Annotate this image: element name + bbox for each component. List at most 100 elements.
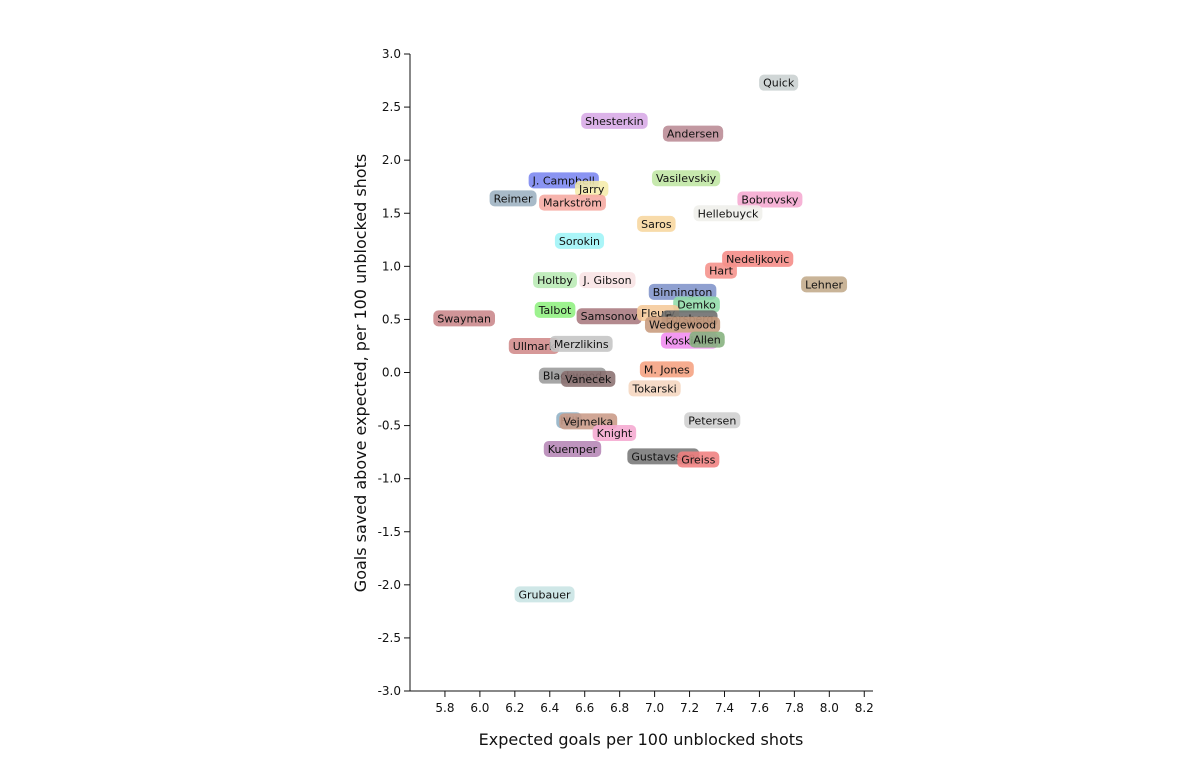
data-point-label: M. Jones [644,363,690,376]
data-point-marker [533,272,577,289]
y-tick-label: -0.5 [378,419,401,433]
data-point-marker [581,112,648,129]
data-point: Holtby [533,272,577,289]
data-point: Lehner [801,276,848,293]
data-point-label: Lehner [805,278,843,291]
data-point: Vasilevskiy [651,170,721,187]
data-point-marker [543,440,602,457]
data-point: Andersen [662,125,724,142]
data-point-label: Petersen [688,414,736,427]
data-point: Vanecek [561,370,616,387]
data-point: Reimer [489,190,537,207]
x-tick-label: 7.8 [785,701,804,715]
data-point: Merzlikins [549,335,613,352]
data-point: Jarry [575,180,609,197]
data-point-label: Samsonov [581,310,639,323]
data-point: M. Jones [639,361,694,378]
y-tick-label: 3.0 [382,47,401,61]
data-point: Binnington [648,283,717,300]
y-tick-label: 0.0 [382,366,401,380]
y-tick-label: 2.5 [382,100,401,114]
data-point-marker [554,232,605,249]
y-tick-label: -2.0 [378,578,401,592]
data-point-label: Wedgewood [649,319,716,332]
data-point-label: Knight [597,427,633,440]
data-point: Grubauer [514,586,575,603]
data-point-marker [639,361,694,378]
data-point: Hart [705,262,737,279]
data-point-label: Shesterkin [585,115,643,128]
data-point-marker [489,190,537,207]
data-point-label: Binnington [653,286,713,299]
x-tick-label: 7.4 [715,701,734,715]
data-point-marker [693,205,763,222]
data-point-label: Ullmark [513,340,556,353]
data-point-marker [549,335,613,352]
data-point: Talbot [534,301,576,318]
data-point-label: Merzlikins [554,338,609,351]
data-point-label: Andersen [667,128,719,141]
data-point-marker [705,262,737,279]
data-point-marker [575,180,609,197]
data-point: Saros [637,215,676,232]
x-tick-label: 6.0 [470,701,489,715]
x-axis-title: Expected goals per 100 unblocked shots [479,730,804,749]
y-tick-label: -1.0 [378,472,401,486]
data-point-marker [689,331,725,348]
data-point-label: Quick [763,77,795,90]
data-point-label: Reimer [494,192,533,205]
data-point-marker [534,301,576,318]
data-point: Bobrovsky [737,191,803,208]
x-tick-label: 7.0 [645,701,664,715]
data-point: Demko [673,296,720,313]
data-point: Knight [592,425,637,442]
data-point-label: Hart [709,265,734,278]
data-point-marker [662,125,724,142]
data-point-label: Saros [641,218,672,231]
data-point-label: Demko [677,299,716,312]
data-point-marker [637,215,676,232]
y-tick-label: -3.0 [378,684,401,698]
data-point-label: Talbot [538,304,572,317]
data-point-marker [561,370,616,387]
data-point: Hellebuyck [693,205,763,222]
x-tick-label: 6.4 [540,701,559,715]
data-point-marker [722,250,794,267]
x-tick-label: 6.6 [575,701,594,715]
data-point-marker [628,380,681,397]
data-point-label: Vanecek [565,373,612,386]
y-tick-label: 1.5 [382,206,401,220]
data-point-label: Sorokin [559,235,600,248]
data-point-label: J. Gibson [582,274,631,287]
y-axis: 3.0 2.5 2.0 1.5 1.0 0.5 0.0 -0.5 -1.0 -1.5 -2.0 -2.… [378,47,411,698]
data-point: Wedgewood [644,316,721,333]
data-point-marker [508,337,560,354]
data-point: Shesterkin [581,112,648,129]
data-point: Tokarski [628,380,681,397]
data-point: Nedeljkovic [722,250,794,267]
data-point: Greiss [677,451,720,468]
data-point-marker [644,316,721,333]
x-tick-label: 7.6 [750,701,769,715]
data-point-label: Tokarski [632,382,677,395]
data-point-label: Nedeljkovic [726,253,789,266]
data-point-label: Greiss [681,454,715,467]
data-point-marker [579,272,636,289]
x-tick-label: 8.2 [855,701,874,715]
y-tick-label: 0.5 [382,312,401,326]
data-point: J. Gibson [579,272,636,289]
data-point-marker [801,276,848,293]
data-point: Swayman [433,310,495,327]
data-point: Allen [689,331,725,348]
data-point-marker [539,194,606,211]
data-point-label: Vasilevskiy [656,172,717,185]
data-point-marker [651,170,721,187]
data-point-marker [433,310,495,327]
data-point: Ullmark [508,337,560,354]
data-point-marker [673,296,720,313]
y-tick-label: 2.0 [382,153,401,167]
data-point-marker [648,283,717,300]
data-point-marker [684,412,741,429]
x-axis: 5.8 6.0 6.2 6.4 6.6 6.8 7.0 7.2 7.4 7.6 7.8 8.0 8.2 [410,690,874,715]
data-point-marker [514,586,575,603]
